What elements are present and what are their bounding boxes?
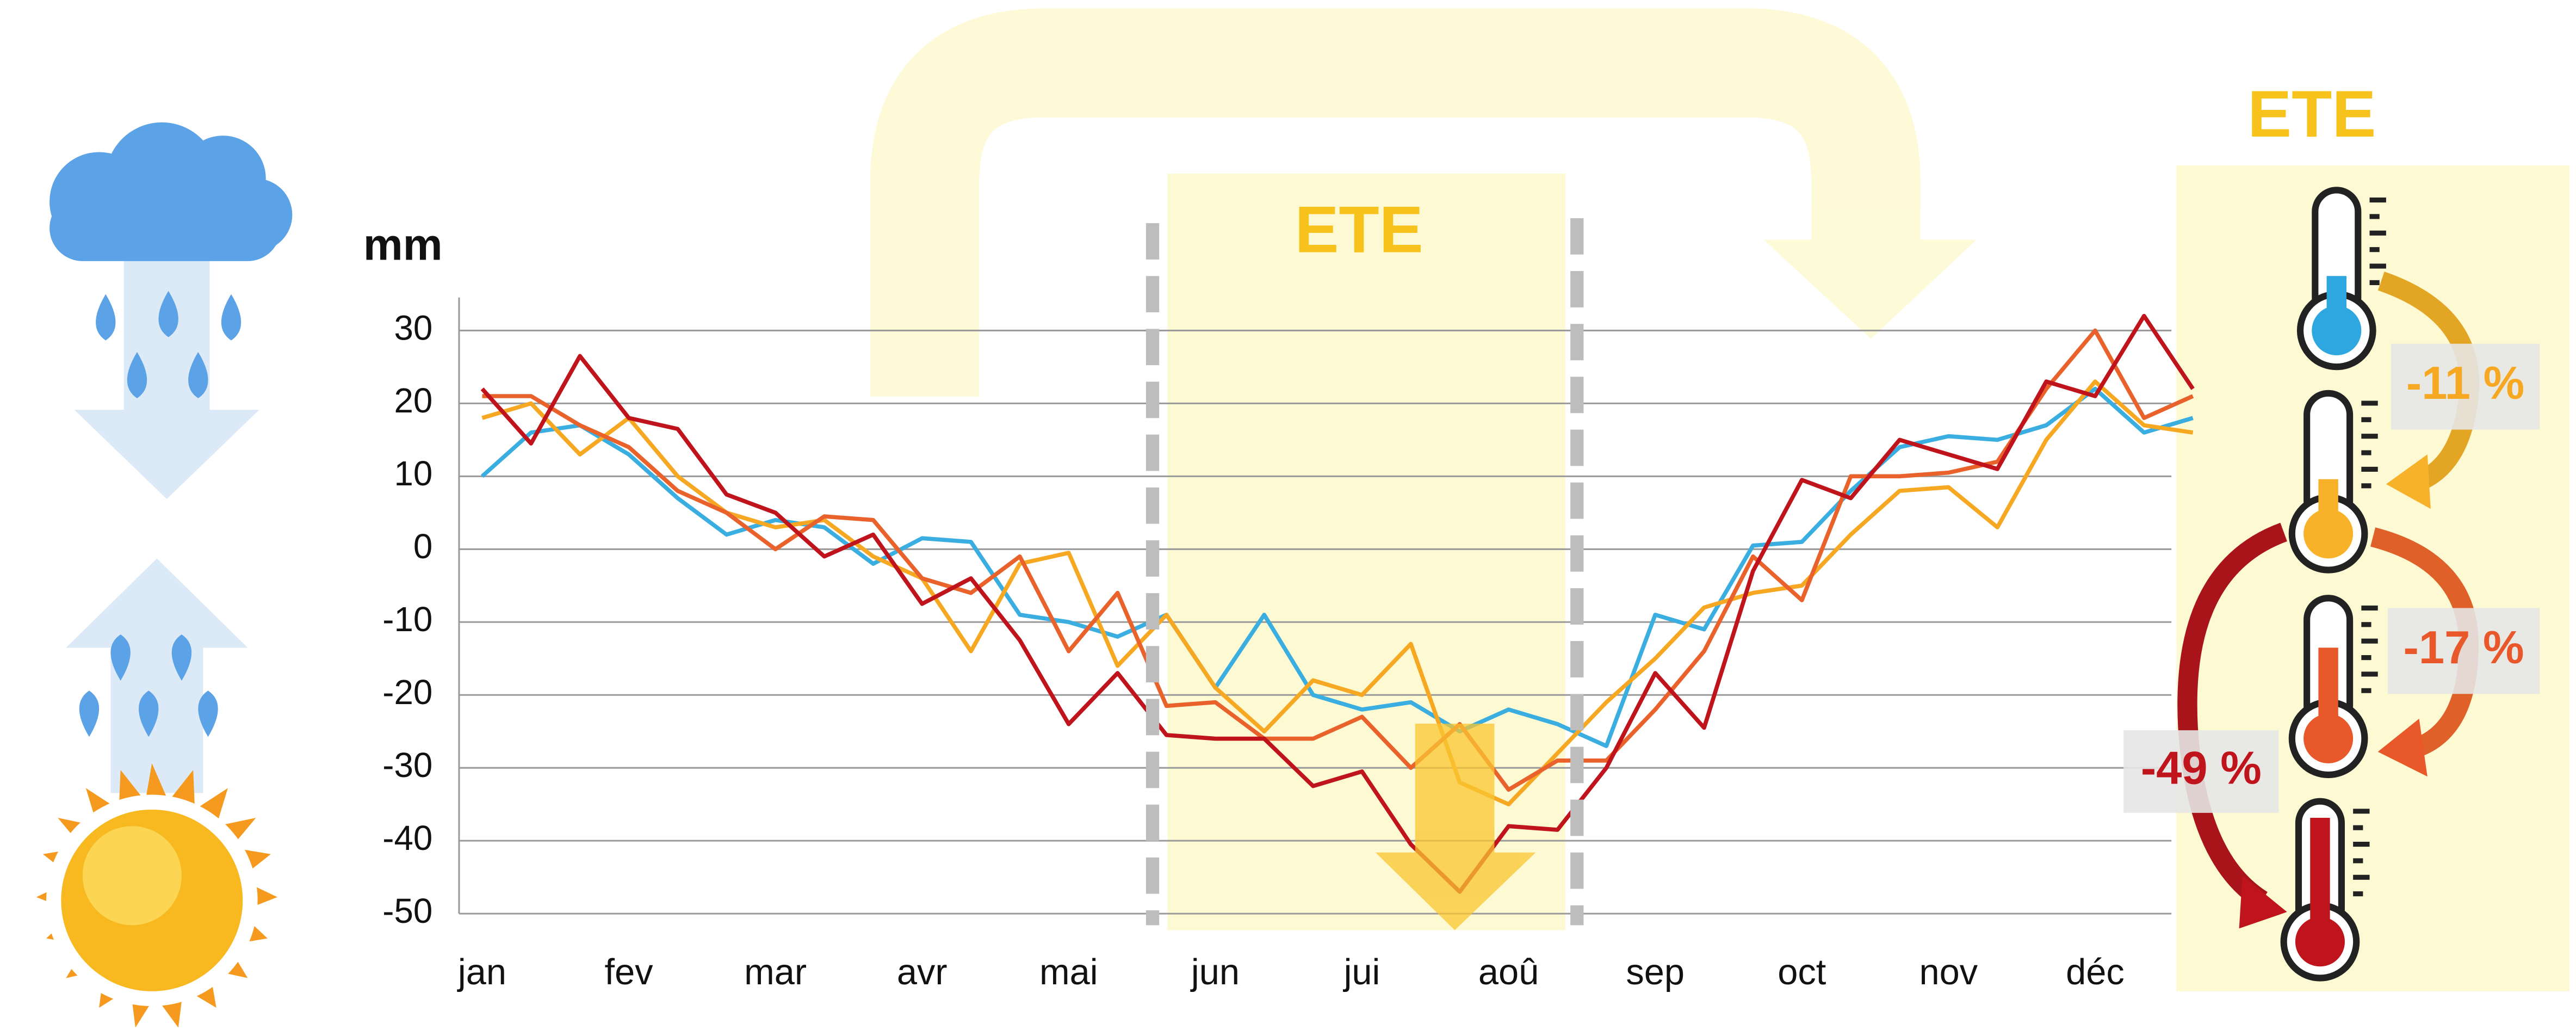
evaporation-icon (36, 558, 278, 1028)
x-tick-label: aoû (1478, 952, 1539, 992)
change-arrow-head (2386, 454, 2431, 509)
y-tick-label: -30 (382, 745, 432, 785)
y-tick-label: -10 (382, 600, 432, 639)
change-arrow-head (2377, 718, 2428, 777)
change-arrow (2177, 522, 2288, 909)
change-label: -49 % (2141, 742, 2262, 794)
deficit-arrow (1375, 723, 1536, 930)
rain-icon (49, 122, 293, 499)
x-tick-label: jui (1343, 952, 1380, 992)
x-tick-label: oct (1778, 952, 1826, 992)
label-box (2123, 730, 2279, 813)
y-tick-label: -40 (382, 818, 432, 858)
thermometer (2288, 390, 2378, 574)
up-arrow-head (66, 558, 248, 648)
x-tick-label: fev (605, 952, 654, 992)
label-box (2391, 343, 2540, 430)
y-tick-label: 0 (413, 527, 432, 566)
series-line (482, 328, 2194, 792)
series-line (480, 386, 2194, 748)
y-axis-label: mm (363, 220, 443, 269)
x-tick-label: mai (1039, 952, 1098, 992)
x-tick-label: mar (744, 952, 807, 992)
x-tick-label: jan (457, 952, 506, 992)
y-tick-label: 20 (394, 381, 432, 420)
cycle-arrow-head (1763, 239, 1977, 339)
change-label: -17 % (2404, 622, 2524, 674)
deficit-arrow-head (1375, 852, 1536, 930)
x-tick-label: sep (1626, 952, 1685, 992)
thermometer (2296, 187, 2386, 371)
deficit-arrow-body (1415, 723, 1495, 856)
plot-area: 30 20 10 0 -10 -20 -30 -40 -50 jan fev mar avr mai jun… (382, 297, 2195, 992)
series-line (481, 379, 2194, 806)
summer-label: ETE (2247, 77, 2376, 151)
x-tick-label: déc (2066, 952, 2125, 992)
label-box (2387, 608, 2540, 694)
cloud (49, 122, 293, 261)
change-label: -11 % (2406, 357, 2524, 409)
x-tick-label: avr (897, 952, 948, 992)
raindrops (96, 291, 242, 398)
summer-band (1167, 174, 1566, 930)
thermometer (2280, 798, 2370, 982)
cycle-arrow-body (870, 8, 1921, 397)
cycle-arrow (870, 8, 1977, 397)
y-tick-label: -50 (382, 891, 432, 930)
y-tick-label: -20 (382, 673, 432, 712)
summer-label: ETE (1295, 192, 1423, 266)
x-tick-label: jun (1190, 952, 1240, 992)
thermometers (2280, 187, 2386, 982)
y-tick-label: 30 (394, 308, 432, 347)
x-tick-label: nov (1919, 952, 1978, 992)
thermometer (2288, 595, 2378, 779)
change-arrow-head (2239, 875, 2287, 929)
down-arrow-head (74, 410, 259, 499)
series-line (480, 313, 2195, 894)
summer-panel (2176, 165, 2569, 991)
y-tick-label: 10 (394, 454, 432, 493)
sun (36, 763, 278, 1028)
vapour-drops (79, 634, 218, 737)
